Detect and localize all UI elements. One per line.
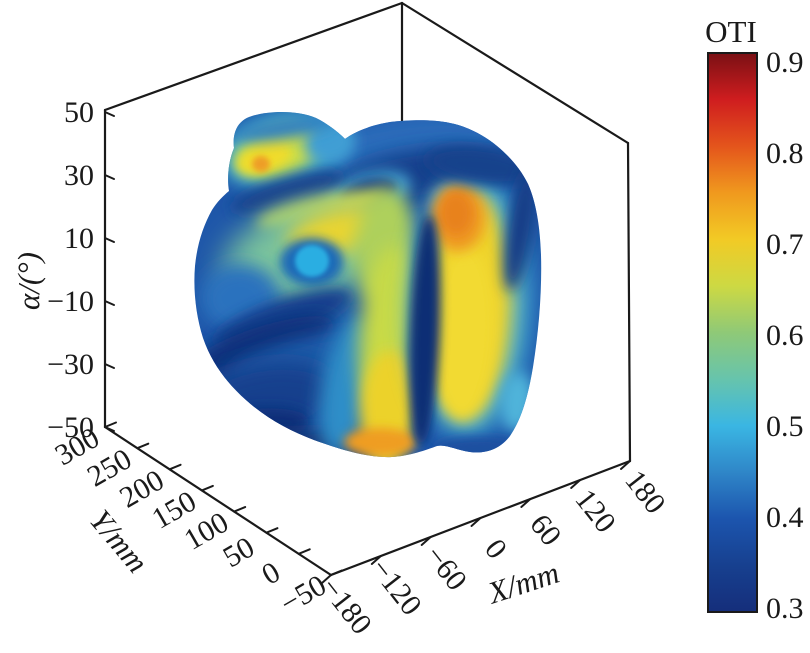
z-tick-label: 30 [64, 159, 94, 192]
y-axis-title: Y/mm [83, 503, 155, 580]
z-tick-label: −30 [47, 348, 94, 381]
blob-shade [434, 437, 526, 458]
blob-shade [295, 245, 329, 277]
z-tick-mark [104, 174, 115, 180]
x-tick-mark [370, 555, 382, 565]
x-tick-mark [619, 460, 631, 470]
blob-shade [194, 316, 337, 378]
blob-shade [409, 215, 441, 445]
box-edge-right-vertical [626, 141, 632, 463]
y-tick-mark [104, 421, 117, 428]
z-tick-label: 10 [64, 222, 94, 255]
x-tick-label: 180 [618, 464, 672, 520]
z-tick-mark [104, 300, 115, 306]
blob-shade [231, 170, 343, 214]
y-tick-mark [168, 463, 182, 471]
colorbar-gradient-bar [707, 52, 758, 613]
z-axis-title: α/(°) [11, 252, 46, 310]
box-edge-top-left [103, 1, 404, 112]
z-axis-ticks: 50 30 10 −10 −30 −50 [47, 96, 115, 444]
y-axis-line [103, 425, 333, 577]
colorbar-title: OTI [705, 14, 757, 49]
x-tick-mark [470, 517, 482, 527]
x-tick-mark [321, 574, 332, 584]
x-tick-label: 60 [523, 508, 567, 552]
x-axis-title: X/mm [482, 555, 564, 611]
y-tick-mark [265, 527, 279, 534]
x-tick-label: 120 [568, 483, 622, 539]
colorbar-tick-label: 0.7 [766, 228, 804, 261]
z-tick-mark [104, 363, 115, 369]
colorbar-tick-labels: 0.9 0.8 0.7 0.6 0.5 0.4 0.3 [766, 46, 804, 625]
x-tick-mark [420, 536, 432, 546]
box-edge-top-right [400, 1, 630, 145]
y-tick-mark [297, 548, 311, 555]
colorbar-tick-label: 0.4 [766, 501, 804, 534]
x-tick-label: −60 [418, 539, 473, 596]
y-tick-label: 0 [256, 556, 285, 592]
z-tick-label: −10 [47, 285, 94, 318]
blob-shade [503, 168, 537, 292]
z-tick-label: 50 [64, 96, 94, 129]
colorbar-tick-label: 0.6 [766, 319, 804, 352]
blob-shade [344, 428, 416, 456]
z-tick-mark [104, 111, 115, 117]
blob-shade [252, 156, 270, 172]
z-tick-label: −50 [47, 411, 94, 444]
colorbar-tick-label: 0.3 [766, 592, 804, 625]
y-tick-mark [330, 569, 344, 576]
y-tick-mark [200, 484, 214, 492]
z-tick-mark [104, 426, 115, 432]
colorbar-tick-label: 0.9 [766, 46, 804, 79]
colorbar-tick-label: 0.8 [766, 137, 804, 170]
z-tick-mark [104, 237, 115, 243]
y-tick-mark [233, 506, 247, 513]
blob-shade [432, 244, 496, 420]
blob-shade [233, 115, 337, 141]
x-tick-mark [570, 479, 582, 489]
x-tick-label: 0 [478, 533, 513, 565]
y-tick-mark [136, 442, 150, 450]
blob-shade [440, 192, 472, 234]
isosurface-blob [194, 112, 542, 458]
colorbar: OTI 0.9 0.8 0.7 0.6 0.5 0.4 0.3 [705, 14, 803, 625]
x-tick-mark [520, 498, 532, 508]
colorbar-tick-label: 0.5 [766, 410, 804, 443]
